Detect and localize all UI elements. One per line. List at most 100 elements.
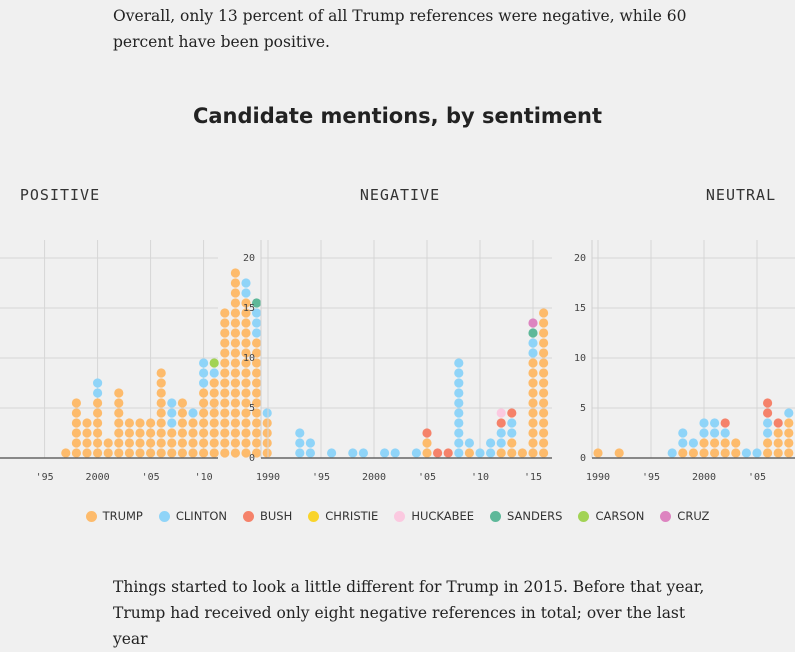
legend-label: TRUMP	[102, 509, 143, 523]
y-tick-label: 20	[574, 253, 586, 264]
dot-trump	[124, 428, 134, 438]
dot-clinton	[199, 378, 209, 388]
dot-trump	[539, 328, 549, 338]
dot-trump	[220, 388, 230, 398]
dot-trump	[188, 448, 198, 458]
dot-trump	[230, 388, 240, 398]
dot-clinton	[305, 438, 315, 448]
dot-trump	[177, 398, 187, 408]
dot-trump	[230, 358, 240, 368]
dot-trump	[528, 378, 538, 388]
dot-trump	[614, 448, 624, 458]
dot-trump	[539, 358, 549, 368]
dot-clinton	[507, 418, 517, 428]
dot-trump	[252, 408, 262, 418]
dot-trump	[220, 378, 230, 388]
legend-swatch	[394, 510, 406, 522]
dot-trump	[146, 428, 156, 438]
dot-trump	[262, 448, 272, 458]
dot-trump	[230, 398, 240, 408]
dot-clinton	[252, 328, 262, 338]
dot-trump	[241, 348, 251, 358]
dot-trump	[539, 368, 549, 378]
dot-trump	[539, 348, 549, 358]
dot-trump	[220, 428, 230, 438]
dot-trump	[720, 438, 730, 448]
dot-trump	[167, 438, 177, 448]
dot-clinton	[295, 428, 305, 438]
dot-trump	[784, 438, 794, 448]
dot-trump	[539, 428, 549, 438]
legend-label: CARSON	[595, 509, 645, 523]
dot-clinton	[454, 358, 464, 368]
dot-trump	[177, 428, 187, 438]
dot-clinton	[93, 388, 103, 398]
dot-clinton	[507, 428, 517, 438]
dot-trump	[199, 398, 209, 408]
dot-trump	[593, 448, 603, 458]
dot-clinton	[699, 428, 709, 438]
dot-trump	[220, 318, 230, 328]
dot-bush	[422, 428, 432, 438]
dot-trump	[241, 298, 251, 308]
dot-trump	[199, 438, 209, 448]
dot-trump	[114, 388, 124, 398]
dot-trump	[773, 448, 783, 458]
dot-trump	[93, 428, 103, 438]
dot-trump	[241, 438, 251, 448]
dot-trump	[230, 448, 240, 458]
dot-trump	[82, 448, 92, 458]
dot-trump	[124, 448, 134, 458]
dot-trump	[252, 378, 262, 388]
dot-clinton	[358, 448, 368, 458]
dot-trump	[230, 368, 240, 378]
x-tick-label: '05	[748, 472, 766, 483]
dot-trump	[710, 438, 720, 448]
x-tick-label: '95	[36, 472, 54, 483]
dot-clinton	[380, 448, 390, 458]
legend-item-carson: CARSON	[578, 509, 644, 523]
dot-clinton	[295, 448, 305, 458]
dot-trump	[230, 308, 240, 318]
y-tick-label: 15	[574, 303, 586, 314]
legend-item-bush: BUSH	[243, 509, 292, 523]
dot-clinton	[252, 308, 262, 318]
dot-trump	[93, 408, 103, 418]
dot-sanders	[528, 328, 538, 338]
dot-trump	[230, 408, 240, 418]
x-tick-label: 1990	[256, 472, 280, 483]
legend-label: BUSH	[260, 509, 293, 523]
dot-trump	[464, 448, 474, 458]
dot-trump	[241, 448, 251, 458]
dot-clinton	[699, 418, 709, 428]
paragraph-top: Overall, only 13 percent of all Trump re…	[113, 7, 687, 51]
dot-trump	[209, 448, 219, 458]
legend-item-christie: CHRISTIE	[308, 509, 378, 523]
dot-trump	[177, 438, 187, 448]
legend-label: HUCKABEE	[411, 509, 475, 523]
dot-clinton	[348, 448, 358, 458]
dot-trump	[731, 438, 741, 448]
dot-trump	[784, 418, 794, 428]
dot-trump	[71, 398, 81, 408]
dot-trump	[241, 328, 251, 338]
dot-clinton	[241, 278, 251, 288]
dot-trump	[252, 418, 262, 428]
dot-trump	[220, 338, 230, 348]
dot-trump	[114, 448, 124, 458]
dot-trump	[262, 428, 272, 438]
dot-trump	[422, 448, 432, 458]
dot-clinton	[741, 448, 752, 458]
legend-item-trump: TRUMP	[85, 509, 143, 523]
dot-clinton	[199, 368, 209, 378]
dot-trump	[528, 438, 538, 448]
panel-title: NEGATIVE	[360, 186, 440, 204]
legend-item-sanders: SANDERS	[490, 509, 562, 523]
dot-trump	[496, 448, 506, 458]
dot-trump	[156, 438, 166, 448]
dot-trump	[199, 428, 209, 438]
dot-charts: POSITIVE '95 2000 '05 '10 NEGATIVE 0 5 10 15 20 199…	[0, 186, 795, 483]
dot-trump	[784, 448, 794, 458]
dot-trump	[71, 408, 81, 418]
dot-trump	[135, 438, 145, 448]
